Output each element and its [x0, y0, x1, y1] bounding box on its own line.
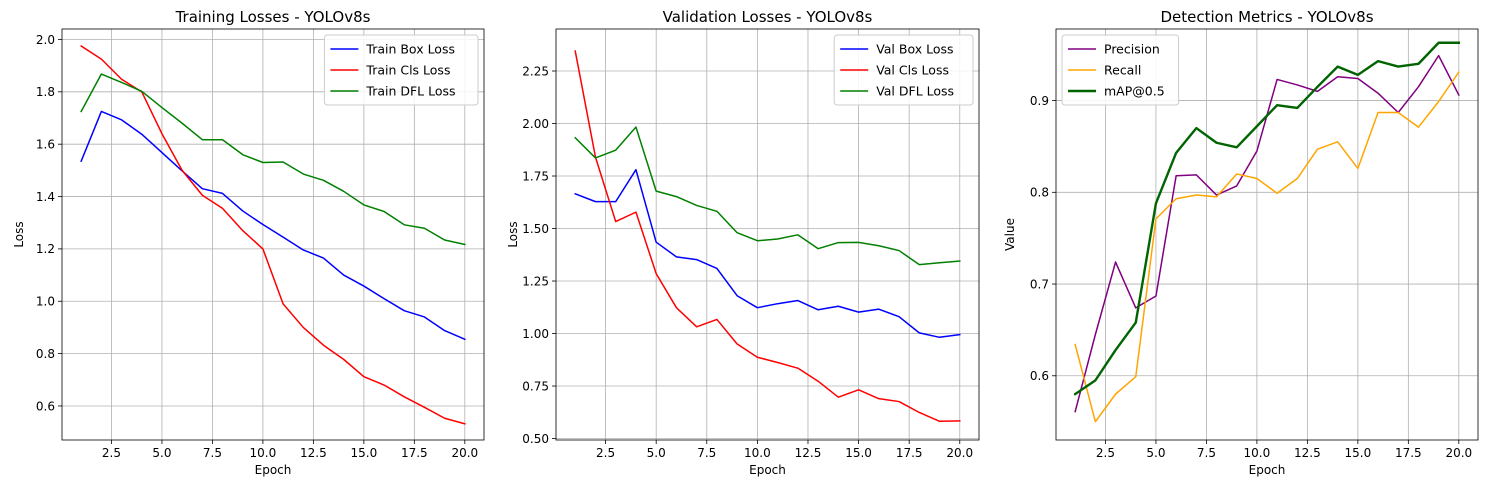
x-tick-label: 7.5	[697, 446, 716, 460]
axes-frame	[1055, 28, 1479, 441]
legend-label-train-cls-loss: Train Cls Loss	[365, 63, 450, 78]
legend-label-train-box-loss: Train Box Loss	[365, 42, 455, 57]
y-axis-label: Loss	[12, 221, 26, 247]
x-tick-label: 17.5	[896, 446, 923, 460]
legend-label-val-dfl-loss: Val DFL Loss	[876, 84, 954, 99]
x-tick-label: 2.5	[596, 446, 615, 460]
x-axis-label: Epoch	[255, 463, 292, 477]
y-tick-label: 0.6	[1030, 369, 1049, 383]
chart-title: Validation Losses - YOLOv8s	[663, 8, 873, 26]
x-tick-label: 17.5	[401, 446, 428, 460]
chart-panel-2: 2.5 5.0 7.5 10.0 12.5 15.0 17.5 20.0 0.50 0.75 1.0…	[506, 8, 980, 477]
y-tick-label: 1.4	[36, 190, 55, 204]
x-tick-label: 10.0	[250, 446, 277, 460]
x-tick-label: 5.0	[1146, 446, 1165, 460]
y-axis-label: Value	[1003, 218, 1017, 251]
axes-frame	[555, 28, 980, 441]
x-tick-label: 5.0	[647, 446, 666, 460]
legend-label-recall: Recall	[1104, 63, 1141, 78]
legend-label-train-dfl-loss: Train DFL Loss	[365, 84, 455, 99]
x-axis-label: Epoch	[749, 463, 786, 477]
y-tick-label: 1.75	[522, 169, 549, 183]
x-tick-label: 2.5	[1096, 446, 1115, 460]
series-line-recall	[1074, 71, 1460, 423]
y-axis-label: Loss	[506, 221, 520, 247]
x-tick-label: 17.5	[1395, 446, 1422, 460]
y-tick-label: 0.7	[1030, 277, 1049, 291]
x-tick-label: 15.0	[845, 446, 872, 460]
x-tick-label: 20.0	[451, 446, 478, 460]
legend-box	[323, 34, 479, 106]
x-tick-label: 20.0	[1445, 446, 1472, 460]
legend-box	[833, 34, 974, 106]
x-tick-label: 7.5	[1197, 446, 1216, 460]
x-tick-label: 12.5	[300, 446, 327, 460]
x-tick-label: 5.0	[152, 446, 171, 460]
y-tick-label: 0.8	[36, 347, 55, 361]
x-tick-label: 10.0	[744, 446, 771, 460]
y-tick-label: 0.8	[1030, 186, 1049, 200]
x-tick-label: 12.5	[795, 446, 822, 460]
y-tick-label: 2.0	[36, 33, 55, 47]
series-line-train-box-loss	[80, 110, 466, 341]
y-tick-label: 0.9	[1030, 94, 1049, 108]
chart-title: Training Losses - YOLOv8s	[175, 8, 371, 26]
legend-label-precision: Precision	[1104, 42, 1160, 57]
chart-panel-3: 2.5 5.0 7.5 10.0 12.5 15.0 17.5 20.0 0.6 0.7 0.8 0.…	[1003, 8, 1479, 477]
chart-title: Detection Metrics - YOLOv8s	[1160, 8, 1373, 26]
y-tick-label: 1.0	[36, 295, 55, 309]
chart-panel-1: 2.5 5.0 7.5 10.0 12.5 15.0 17.5 20.0 0.6 0.8 1.0 1.…	[12, 8, 485, 477]
legend-label-map-0-5: mAP@0.5	[1104, 84, 1165, 99]
y-tick-label: 1.8	[36, 85, 55, 99]
series-line-train-dfl-loss	[80, 73, 466, 246]
legend: Train Box Loss Train Cls Loss Train DFL Lo…	[323, 34, 479, 106]
y-tick-label: 1.50	[522, 222, 549, 236]
x-tick-label: 10.0	[1244, 446, 1271, 460]
series-line-precision	[1074, 54, 1460, 413]
y-tick-label: 0.75	[522, 379, 549, 393]
y-tick-label: 2.25	[522, 64, 549, 78]
x-tick-label: 2.5	[102, 446, 121, 460]
x-tick-label: 12.5	[1294, 446, 1321, 460]
x-tick-label: 7.5	[203, 446, 222, 460]
series-line-val-cls-loss	[574, 50, 961, 423]
x-tick-label: 15.0	[1345, 446, 1372, 460]
y-tick-label: 1.25	[522, 274, 549, 288]
x-axis-label: Epoch	[1249, 463, 1286, 477]
legend: Val Box Loss Val Cls Loss Val DFL Loss	[833, 34, 974, 106]
y-tick-label: 1.6	[36, 137, 55, 151]
y-tick-label: 1.2	[36, 242, 55, 256]
y-tick-label: 2.00	[522, 117, 549, 131]
y-tick-label: 1.00	[522, 327, 549, 341]
series-line-train-cls-loss	[80, 44, 466, 425]
series-line-val-dfl-loss	[574, 126, 961, 266]
legend: Precision Recall mAP@0.5	[1061, 34, 1180, 106]
series-line-val-box-loss	[574, 168, 961, 339]
series-line-map-0-5	[1073, 41, 1461, 396]
legend-label-val-box-loss: Val Box Loss	[876, 42, 953, 57]
y-tick-label: 0.6	[36, 399, 55, 413]
x-tick-label: 20.0	[946, 446, 973, 460]
y-tick-label: 0.50	[522, 432, 549, 446]
legend-label-val-cls-loss: Val Cls Loss	[876, 63, 949, 78]
axes-frame	[61, 28, 485, 441]
legend-box	[1061, 34, 1180, 106]
x-tick-label: 15.0	[351, 446, 378, 460]
